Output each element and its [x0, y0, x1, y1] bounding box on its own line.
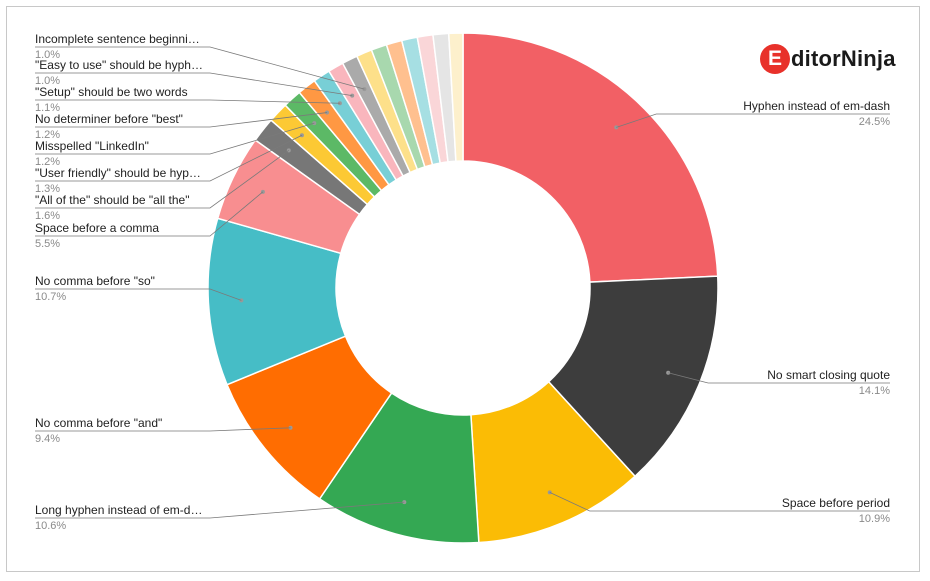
leader-line	[35, 191, 264, 237]
slice-percent: 1.3%	[35, 183, 60, 195]
slice-label: Space before period	[782, 496, 890, 510]
slice-label: No determiner before "best"	[35, 112, 183, 126]
slice-label: Long hyphen instead of em-d…	[35, 503, 202, 517]
slice-label: "User friendly" should be hyp…	[35, 166, 201, 180]
slice-percent: 10.6%	[35, 520, 66, 532]
slice-label: No comma before "so"	[35, 274, 155, 288]
slice-no-smart-closing-quote	[547, 275, 719, 478]
slice-percent: 1.0%	[35, 49, 60, 61]
slice-percent: 1.0%	[35, 75, 60, 87]
leader-line	[35, 134, 303, 182]
slice-unlabeled-20	[447, 32, 464, 162]
slice-label: Misspelled "LinkedIn"	[35, 139, 149, 153]
slice-label: "Setup" should be two words	[35, 85, 188, 99]
editorninja-logo: E ditorNinja	[760, 42, 896, 76]
leader-line	[668, 372, 890, 384]
slice-label: Space before a comma	[35, 221, 159, 235]
slice-percent: 14.1%	[859, 385, 890, 397]
slice-percent: 1.6%	[35, 210, 60, 222]
leader-line	[35, 99, 340, 104]
logo-text: ditorNinja	[791, 46, 896, 71]
slice-label: No smart closing quote	[767, 368, 890, 382]
slice-label: "Easy to use" should be hyph…	[35, 58, 203, 72]
leader-line	[35, 122, 315, 155]
leader-line	[35, 427, 291, 432]
slice-labels: Hyphen instead of em-dash 24.5% No smart c…	[35, 32, 890, 532]
label-leader-lines	[35, 46, 890, 519]
slice-percent: 24.5%	[859, 116, 890, 128]
slice-percent: 9.4%	[35, 433, 60, 445]
leader-line	[35, 288, 242, 301]
slice-percent: 1.1%	[35, 102, 60, 114]
slice-percent: 10.7%	[35, 291, 66, 303]
leader-line	[35, 46, 365, 90]
slice-label: Incomplete sentence beginni…	[35, 32, 200, 46]
leader-line	[35, 150, 290, 209]
donut-slices	[207, 32, 719, 544]
slice-label: Hyphen instead of em-dash	[743, 99, 890, 113]
leader-line	[35, 72, 353, 97]
slice-percent: 1.2%	[35, 156, 60, 168]
slice-hyphen-instead-of-em-dash	[462, 32, 719, 283]
leader-line	[35, 112, 328, 128]
leader-line	[549, 492, 890, 512]
leader-line	[616, 113, 890, 128]
slice-percent: 10.9%	[859, 513, 890, 525]
slice-label: No comma before "and"	[35, 416, 162, 430]
slice-percent: 1.2%	[35, 129, 60, 141]
leader-line	[35, 501, 405, 519]
slice-label: "All of the" should be "all the"	[35, 193, 189, 207]
slice-percent: 5.5%	[35, 238, 60, 250]
logo-mark-icon: E	[760, 44, 790, 74]
